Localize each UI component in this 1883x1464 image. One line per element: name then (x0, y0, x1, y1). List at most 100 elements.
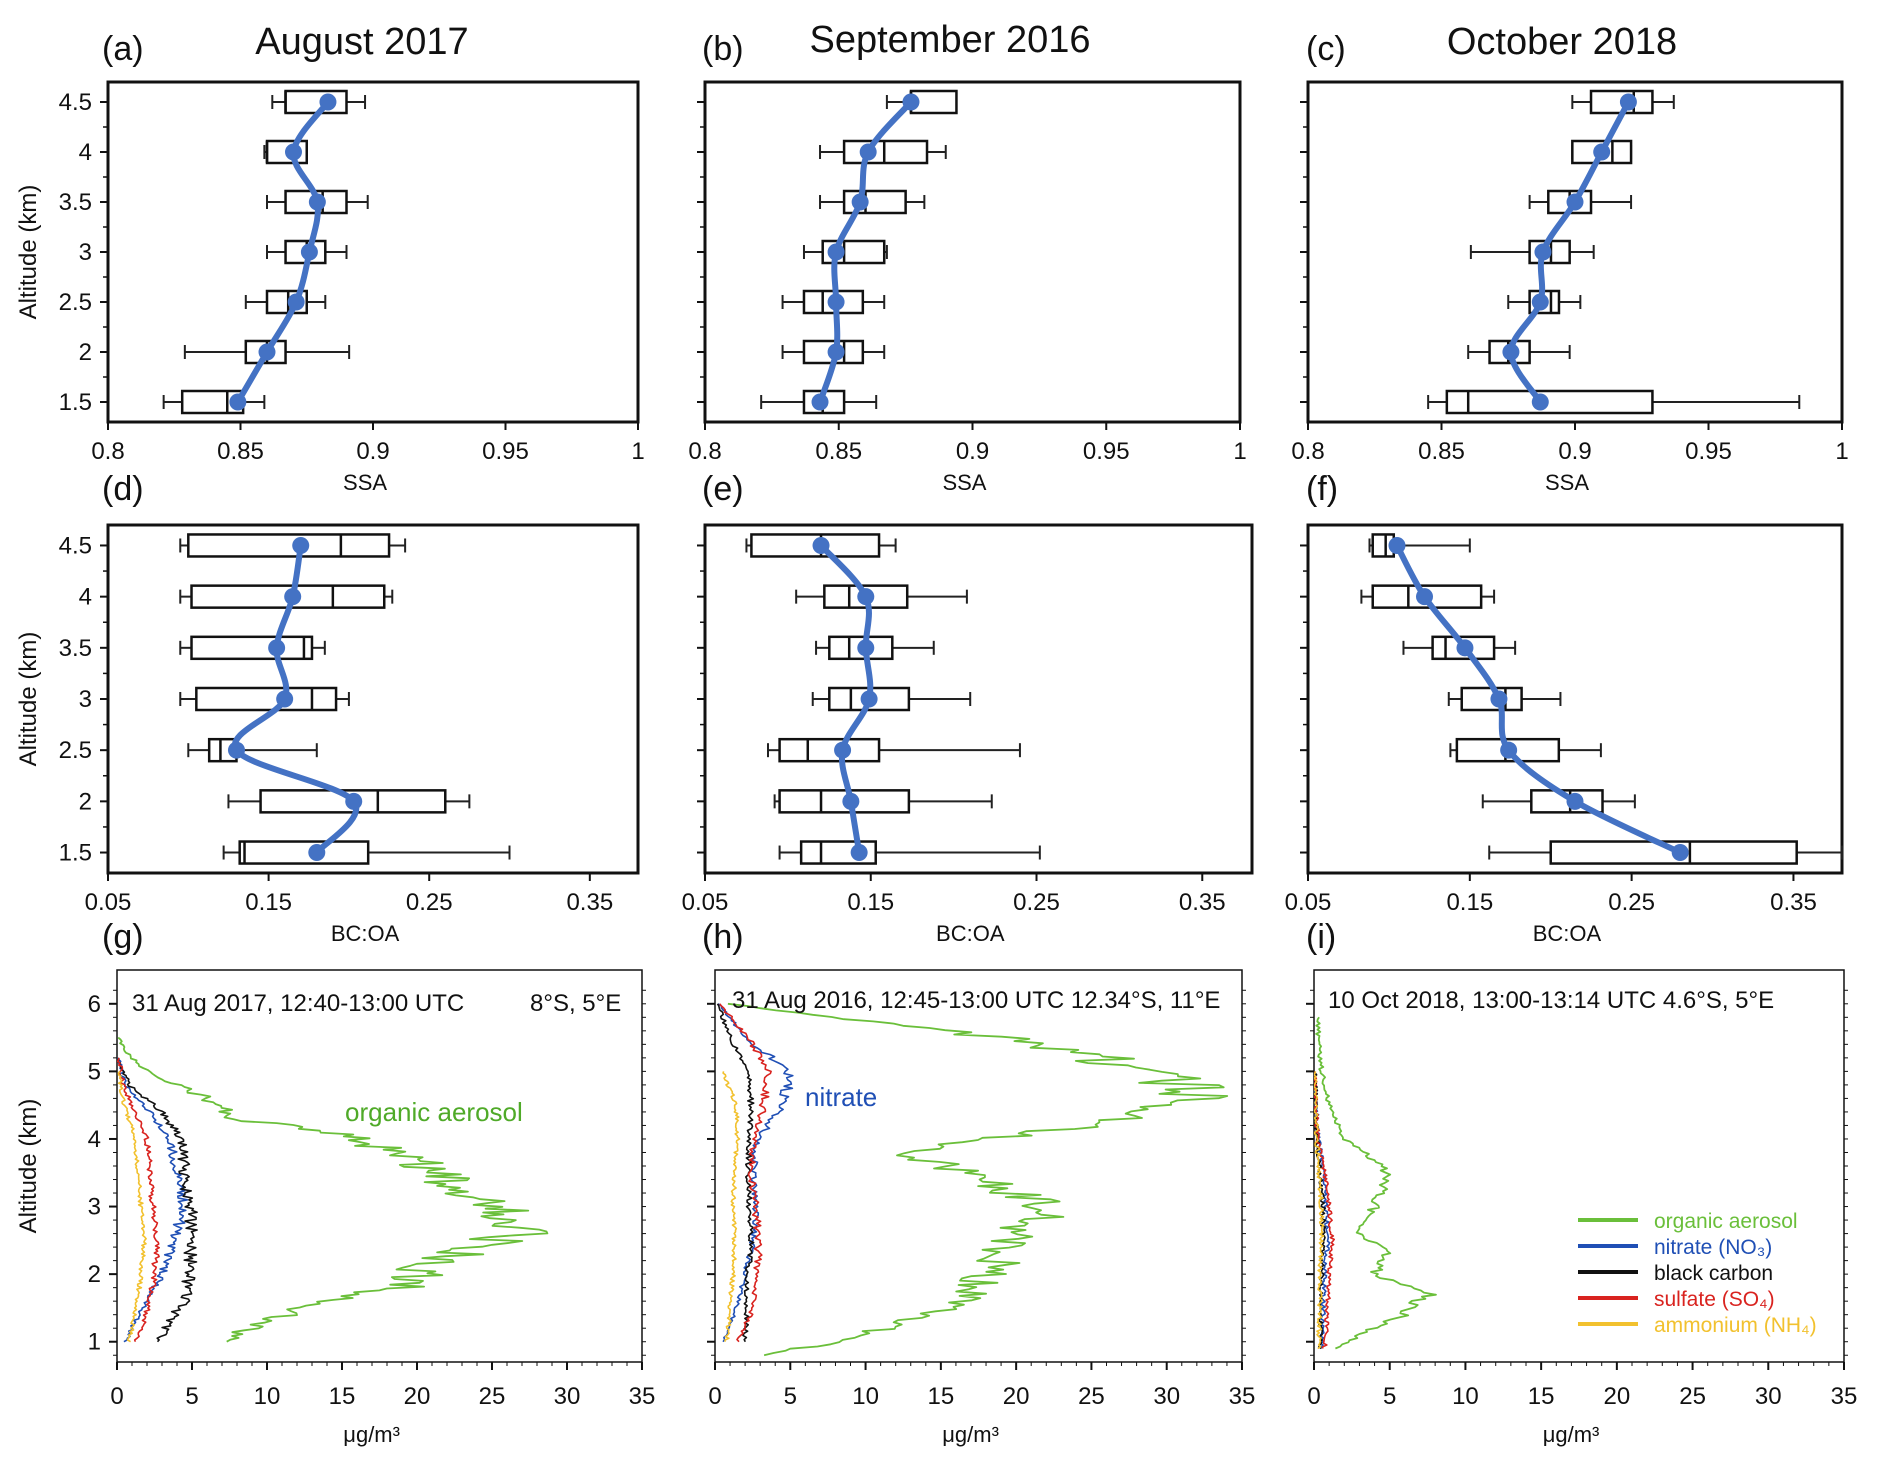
y-tick-label: 2 (79, 788, 92, 815)
plot-frame (116, 969, 643, 1363)
x-axis-label: BC:OA (936, 921, 1005, 946)
box-iqr (284, 89, 348, 115)
chart-e: 0.05 0.15 0.25 0.35 BC:OA (682, 523, 1254, 946)
y-axis-label: Altitude (km) (15, 185, 42, 320)
panel-label-d: (d) (102, 470, 144, 508)
mean-point (1566, 193, 1584, 211)
box-1.5 (162, 389, 266, 415)
mean-point (842, 792, 860, 810)
mean-point (1531, 393, 1549, 411)
box-3 (802, 239, 888, 265)
x-tick-label: 0.15 (245, 889, 292, 916)
legend-label: ammonium (NH₄) (1654, 1314, 1817, 1337)
box-2.5 (244, 289, 327, 315)
mean-point (292, 536, 310, 554)
mean-point (827, 293, 845, 311)
y-axis-label: Altitude (km) (15, 632, 42, 767)
panel-title-a: August 2017 (255, 21, 468, 63)
box-3.5 (179, 635, 326, 661)
box-3 (179, 686, 350, 712)
mean-point (285, 143, 302, 161)
legend-label: sulfate (SO₄) (1654, 1288, 1775, 1311)
box-iqr (1445, 389, 1654, 415)
legend-label: organic aerosol (1654, 1210, 1798, 1233)
y-tick-label: 4.5 (59, 89, 92, 116)
x-tick-label: 30 (1755, 1383, 1782, 1410)
box-1.5 (778, 840, 1041, 865)
mean-point (1534, 243, 1552, 261)
mean-point (1490, 690, 1508, 708)
y-tick-label: 2.5 (59, 737, 92, 764)
x-tick-label: 30 (1153, 1383, 1180, 1410)
panel-label-h: (h) (702, 918, 744, 956)
chart-f: 0.05 0.15 0.25 0.35 BC:OA (1285, 523, 1844, 946)
x-tick-label: 1 (631, 438, 644, 465)
mean-point (812, 536, 830, 554)
y-tick-label: 3 (79, 686, 92, 713)
mean-point (1500, 741, 1518, 759)
mean-point (851, 193, 869, 211)
mean-point (1456, 639, 1474, 657)
panel-label-a: (a) (102, 30, 144, 68)
profile-sulfate (117, 1057, 160, 1343)
box-2.5 (1449, 737, 1602, 763)
legend-label: nitrate (NO₃) (1654, 1236, 1772, 1259)
y-tick-label: 3.5 (59, 635, 92, 662)
mean-point (850, 844, 868, 862)
box-iqr (238, 840, 370, 865)
box-4.5 (179, 533, 407, 558)
box-iqr (187, 533, 391, 558)
x-tick-label: 25 (1078, 1383, 1105, 1410)
profile-nitrate (117, 1057, 189, 1343)
profile-ammonium (117, 1070, 147, 1343)
x-tick-label: 30 (554, 1383, 581, 1410)
series-group (716, 1002, 1229, 1357)
profile-ammonium (1314, 1071, 1325, 1350)
legend-label: black carbon (1654, 1262, 1773, 1285)
profile-organic (1315, 1016, 1437, 1350)
x-tick-label: 0.85 (1418, 438, 1465, 465)
annotation-g: 31 Aug 2017, 12:40-13:00 UTC (132, 990, 464, 1017)
box-iqr (190, 635, 314, 661)
x-axis-label: μg/m³ (1543, 1422, 1600, 1447)
x-axis-label: SSA (942, 470, 986, 495)
x-tick-label: 1 (1835, 438, 1848, 465)
mean-point (319, 93, 337, 111)
series-group (1314, 1016, 1437, 1350)
x-axis-label: BC:OA (331, 921, 400, 946)
mean-point (308, 193, 326, 211)
chart-b: 0.8 0.85 0.9 0.95 1 SSA (688, 80, 1247, 495)
box-3.5 (815, 635, 935, 661)
x-tick-label: 20 (404, 1383, 431, 1410)
mean-point (284, 588, 302, 606)
y-tick-label: 1.5 (59, 389, 92, 416)
chart-i: 0 5 10 15 20 25 30 35 μg/m³ (1306, 969, 1857, 1447)
box-2.5 (766, 737, 1021, 763)
x-tick-label: 0.8 (688, 438, 721, 465)
box-3.5 (819, 189, 926, 215)
mean-point (827, 243, 845, 261)
profile-organic (117, 1036, 549, 1343)
mean-point (860, 690, 878, 708)
mean-point (1502, 343, 1520, 361)
mean-point (1388, 536, 1406, 554)
panel-title-b: September 2016 (810, 19, 1091, 61)
x-tick-label: 0.05 (85, 889, 132, 916)
x-tick-label: 0.9 (956, 438, 989, 465)
x-tick-label: 0.05 (682, 889, 729, 916)
x-tick-label: 0.35 (566, 889, 613, 916)
x-tick-label: 0.9 (1558, 438, 1591, 465)
y-tick-label: 1 (88, 1329, 101, 1356)
mean-point (827, 343, 845, 361)
plot-frame (703, 523, 1254, 875)
x-tick-label: 5 (185, 1383, 198, 1410)
panel-label-f: (f) (1306, 470, 1338, 508)
y-tick-label: 3 (79, 239, 92, 266)
x-tick-label: 35 (629, 1383, 656, 1410)
chart-a: 0.8 0.85 0.9 0.95 1 1.5 2 2.5 3 3.5 4 4.5 SSA Altitud… (15, 80, 645, 495)
y-tick-label: 1.5 (59, 840, 92, 867)
box-4.5 (885, 89, 958, 115)
panel-label-e: (e) (702, 470, 744, 508)
mean-point (902, 93, 920, 111)
